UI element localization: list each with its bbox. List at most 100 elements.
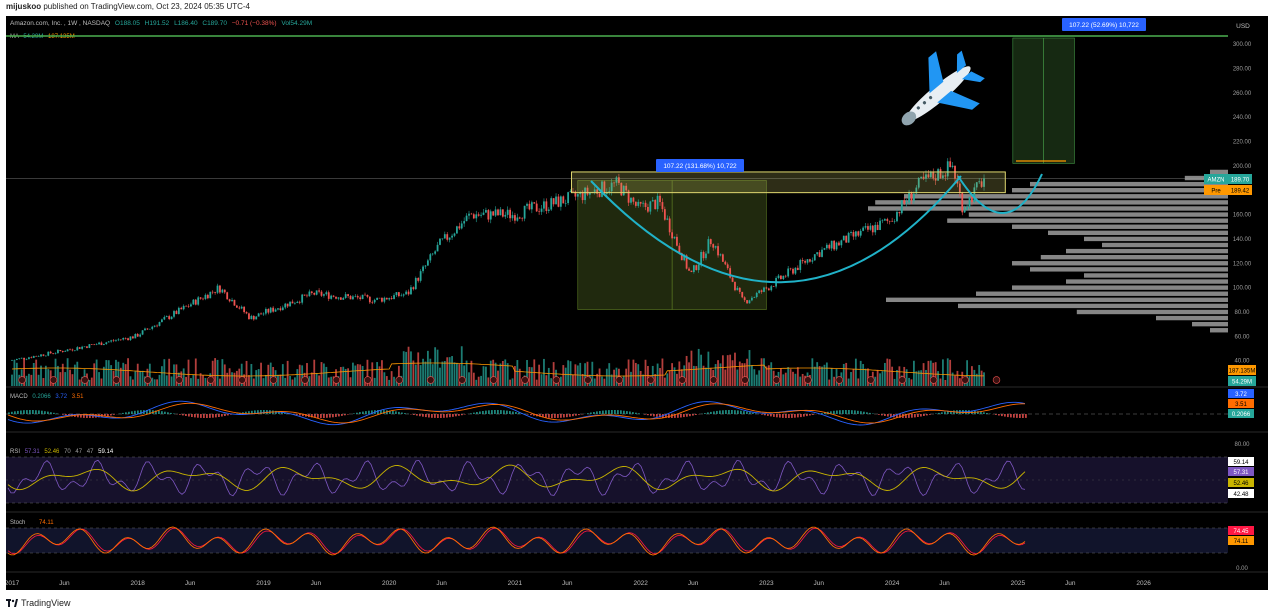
macd-hist-bar xyxy=(938,412,940,414)
candle-body xyxy=(388,298,391,300)
earnings-marker[interactable] xyxy=(238,376,246,384)
candle-body xyxy=(361,294,364,300)
candle-body xyxy=(477,214,480,216)
earnings-marker[interactable] xyxy=(49,376,58,384)
earnings-marker[interactable] xyxy=(867,376,875,384)
earnings-marker[interactable] xyxy=(741,376,749,384)
volume-bar xyxy=(833,376,836,386)
chart-frame[interactable]: Amazon.com, Inc. , 1W , NASDAQ O188.05 H… xyxy=(5,16,1268,590)
macd-hist-bar xyxy=(539,414,541,417)
earnings-marker[interactable] xyxy=(929,376,938,384)
earnings-marker[interactable] xyxy=(301,376,309,384)
macd-hist-bar xyxy=(764,414,766,416)
earnings-marker[interactable] xyxy=(835,376,843,384)
earnings-marker[interactable] xyxy=(269,376,278,384)
candle-body xyxy=(958,183,961,194)
volume-bar xyxy=(559,376,562,386)
author-name[interactable]: mijuskoo xyxy=(6,2,42,11)
volume-bar xyxy=(98,372,100,386)
macd-hist-bar xyxy=(869,412,871,414)
volume-bar xyxy=(550,378,553,386)
time-tick-label: 2018 xyxy=(130,580,145,587)
earnings-marker[interactable] xyxy=(81,376,89,384)
earnings-marker[interactable] xyxy=(427,376,435,384)
candle-body xyxy=(397,292,400,297)
volume-bar xyxy=(204,377,207,386)
earnings-marker[interactable] xyxy=(332,376,341,384)
earnings-marker[interactable] xyxy=(489,376,498,384)
candle-body xyxy=(192,299,195,305)
volume-bar xyxy=(73,364,76,386)
macd-hist-bar xyxy=(449,414,451,418)
macd-hist-bar xyxy=(53,412,55,414)
candle-body xyxy=(516,217,519,221)
volume-bar xyxy=(876,369,879,386)
earnings-marker[interactable] xyxy=(678,376,686,384)
earnings-marker[interactable] xyxy=(18,376,26,384)
earnings-marker[interactable] xyxy=(961,376,969,384)
candle-body xyxy=(352,296,354,300)
candle-body xyxy=(608,191,611,193)
macd-hist-bar xyxy=(389,410,391,414)
earnings-marker[interactable] xyxy=(615,376,623,384)
earnings-marker[interactable] xyxy=(552,376,561,384)
candle-body xyxy=(194,299,197,305)
macd-hist-bar xyxy=(602,410,604,414)
earnings-marker[interactable] xyxy=(521,376,529,384)
stoch-k-line xyxy=(7,526,1026,556)
volume-bar xyxy=(690,350,693,386)
macd-hist-bar xyxy=(611,410,613,414)
volume-bar xyxy=(700,354,703,386)
earnings-marker[interactable] xyxy=(207,376,215,384)
macd-hist-bar xyxy=(44,411,46,414)
macd-hist-bar xyxy=(164,411,166,414)
price-tick-label: 200.00 xyxy=(1233,164,1252,170)
volume-bar xyxy=(199,373,202,386)
candle-body xyxy=(28,357,30,359)
volume-bar xyxy=(165,375,168,386)
earnings-marker[interactable] xyxy=(772,376,781,384)
candle-body xyxy=(223,289,226,293)
candle-body xyxy=(405,291,408,295)
candle-body xyxy=(40,354,42,357)
candle-body xyxy=(719,254,722,256)
macd-hist-bar xyxy=(485,410,487,414)
earnings-marker[interactable] xyxy=(584,376,592,384)
resistance-zone-box[interactable] xyxy=(571,171,1006,194)
volume-bar xyxy=(787,367,790,386)
volume-bar xyxy=(576,365,579,386)
candle-body xyxy=(105,342,108,345)
volume-bar xyxy=(381,360,383,386)
earnings-marker[interactable] xyxy=(175,376,183,384)
chart-svg[interactable]: Amazon.com, Inc. , 1W , NASDAQ O188.05 H… xyxy=(5,16,1268,590)
symbol-name: Amazon.com, Inc. xyxy=(10,20,62,27)
earnings-marker[interactable] xyxy=(144,376,152,384)
earnings-marker[interactable] xyxy=(804,376,812,384)
volume-bar xyxy=(289,375,291,386)
volume-bar xyxy=(327,377,330,386)
candle-body xyxy=(112,340,115,341)
candle-body xyxy=(419,271,422,281)
earnings-marker[interactable] xyxy=(898,376,906,384)
earnings-marker[interactable] xyxy=(646,376,655,384)
volume-bar xyxy=(956,370,959,386)
price-tick-label: 160.00 xyxy=(1233,213,1252,219)
candle-body xyxy=(567,192,570,204)
footer[interactable]: TradingView xyxy=(6,596,71,610)
earnings-marker[interactable] xyxy=(395,376,403,384)
macd-hist-bar xyxy=(752,412,754,414)
earnings-marker[interactable] xyxy=(112,376,121,384)
macd-hist-bar xyxy=(656,414,658,417)
candle-body xyxy=(929,171,932,178)
candle-body xyxy=(472,214,475,219)
earnings-marker[interactable] xyxy=(709,376,718,384)
earnings-marker[interactable] xyxy=(364,376,372,384)
earnings-marker[interactable] xyxy=(458,376,466,384)
earnings-marker[interactable] xyxy=(992,376,1001,384)
macd-hist-bar xyxy=(542,414,544,418)
volume-bar xyxy=(139,371,142,386)
macd-hist-bar xyxy=(203,414,205,418)
macd-hist-bar xyxy=(797,414,799,418)
candle-body xyxy=(574,191,577,197)
volume-bar xyxy=(414,364,417,386)
